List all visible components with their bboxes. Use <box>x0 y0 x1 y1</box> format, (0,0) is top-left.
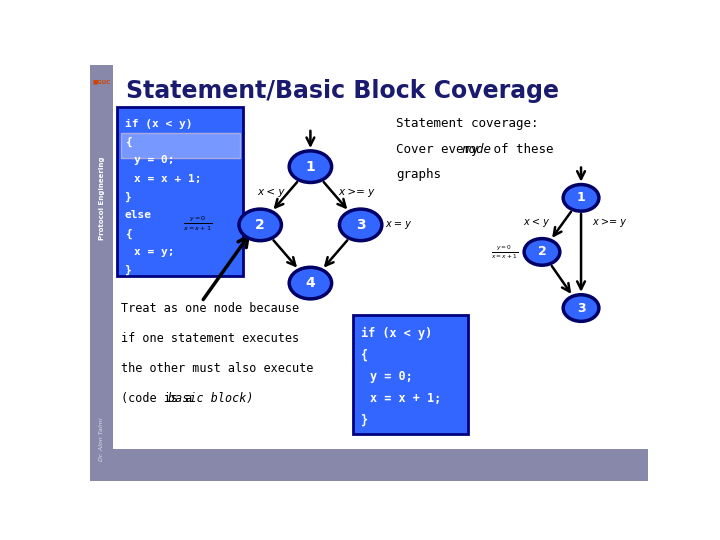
Text: else: else <box>125 210 152 220</box>
Text: 2: 2 <box>256 218 265 232</box>
Text: graphs: graphs <box>396 167 441 180</box>
Text: {: { <box>361 348 368 361</box>
Circle shape <box>339 209 382 241</box>
Circle shape <box>289 267 332 299</box>
Text: 2: 2 <box>538 245 546 259</box>
Text: x = y: x = y <box>386 219 412 229</box>
FancyBboxPatch shape <box>121 133 240 158</box>
Text: if one statement executes: if one statement executes <box>121 332 299 345</box>
Text: 1: 1 <box>305 160 315 174</box>
Text: x = x + 1;: x = x + 1; <box>369 392 441 404</box>
Circle shape <box>563 185 599 211</box>
Text: basic block): basic block) <box>168 392 253 404</box>
Text: x < y: x < y <box>523 217 549 227</box>
Text: ■GUC: ■GUC <box>93 79 111 84</box>
Text: if (x < y): if (x < y) <box>361 327 432 340</box>
Text: {: { <box>125 137 131 147</box>
FancyBboxPatch shape <box>354 315 468 434</box>
Text: of these: of these <box>486 143 554 156</box>
Text: 3: 3 <box>577 301 585 314</box>
Text: Protocol Engineering: Protocol Engineering <box>99 156 104 240</box>
Text: y = 0;: y = 0; <box>369 370 413 383</box>
Text: Dr. Alon Talmi: Dr. Alon Talmi <box>99 417 104 461</box>
Text: y = 0;: y = 0; <box>133 156 174 165</box>
Text: 4: 4 <box>305 276 315 290</box>
Text: (code is a: (code is a <box>121 392 199 404</box>
Text: x < y: x < y <box>258 187 285 197</box>
Circle shape <box>239 209 282 241</box>
Text: 1: 1 <box>577 191 585 204</box>
Text: the other must also execute: the other must also execute <box>121 362 313 375</box>
FancyBboxPatch shape <box>90 65 114 481</box>
Text: x = y;: x = y; <box>133 247 174 257</box>
Text: }: } <box>361 413 368 426</box>
Text: Statement/Basic Block Coverage: Statement/Basic Block Coverage <box>126 79 559 103</box>
Text: Statement coverage:: Statement coverage: <box>396 117 539 130</box>
Circle shape <box>289 151 332 183</box>
FancyBboxPatch shape <box>117 107 243 276</box>
Text: }: } <box>125 192 131 202</box>
Text: x >= y: x >= y <box>593 217 626 227</box>
Text: node: node <box>462 143 492 156</box>
Text: x >= y: x >= y <box>338 187 375 197</box>
Circle shape <box>563 295 599 321</box>
Text: {: { <box>125 228 131 239</box>
Text: x = x + 1;: x = x + 1; <box>133 174 201 184</box>
Text: Treat as one node because: Treat as one node because <box>121 302 299 315</box>
Circle shape <box>524 239 560 265</box>
FancyBboxPatch shape <box>90 449 648 481</box>
Text: $\frac{y=0}{x=x+1}$: $\frac{y=0}{x=x+1}$ <box>183 215 212 233</box>
Text: Cover every: Cover every <box>396 143 486 156</box>
Text: $\frac{y=0}{x=x+1}$: $\frac{y=0}{x=x+1}$ <box>491 243 518 261</box>
Text: if (x < y): if (x < y) <box>125 119 192 129</box>
Text: }: } <box>125 265 131 275</box>
Text: 3: 3 <box>356 218 366 232</box>
